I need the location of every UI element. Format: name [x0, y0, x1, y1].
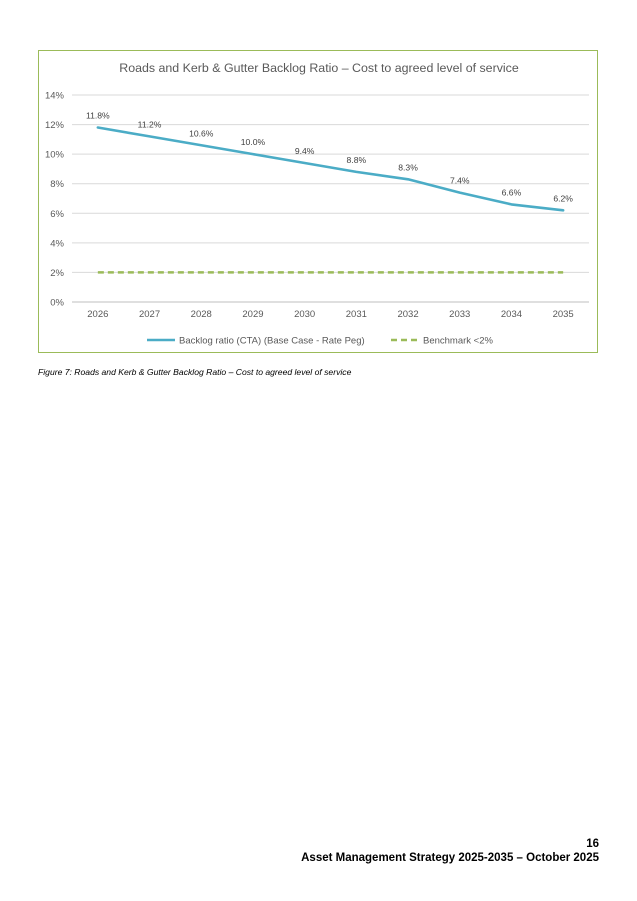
y-tick-label: 12%: [45, 120, 65, 131]
figure-caption: Figure 7: Roads and Kerb & Gutter Backlo…: [38, 367, 352, 377]
y-tick-label: 6%: [50, 209, 64, 220]
data-label: 8.8%: [347, 155, 367, 165]
x-tick-label: 2033: [449, 309, 470, 320]
x-tick-label: 2034: [501, 309, 522, 320]
y-tick-label: 2%: [50, 268, 64, 279]
x-tick-label: 2027: [139, 309, 160, 320]
data-label: 10.6%: [189, 128, 214, 138]
x-tick-label: 2029: [242, 309, 263, 320]
data-label: 10.0%: [241, 137, 266, 147]
chart-svg: Roads and Kerb & Gutter Backlog Ratio – …: [45, 61, 589, 347]
chart-container: Roads and Kerb & Gutter Backlog Ratio – …: [38, 50, 598, 353]
data-label: 6.2%: [553, 193, 573, 203]
y-tick-label: 0%: [50, 298, 64, 309]
x-tick-label: 2026: [87, 309, 108, 320]
x-tick-label: 2028: [191, 309, 212, 320]
y-tick-label: 8%: [50, 179, 64, 190]
data-label: 8.3%: [398, 162, 418, 172]
page-number: 16: [586, 838, 599, 850]
legend-label-backlog: Backlog ratio (CTA) (Base Case - Rate Pe…: [179, 336, 365, 347]
data-label: 6.6%: [502, 187, 522, 197]
y-tick-label: 10%: [45, 150, 65, 161]
data-label: 11.2%: [138, 119, 162, 129]
y-tick-label: 4%: [50, 238, 64, 249]
footer-document-title: Asset Management Strategy 2025-2035 – Oc…: [301, 852, 599, 864]
legend-label-benchmark: Benchmark <2%: [423, 336, 494, 347]
x-tick-label: 2035: [553, 309, 574, 320]
data-label: 9.4%: [295, 146, 315, 156]
data-label: 11.8%: [86, 111, 110, 121]
x-tick-label: 2030: [294, 309, 315, 320]
y-tick-label: 14%: [45, 91, 65, 102]
data-label: 7.4%: [450, 176, 470, 186]
chart-title: Roads and Kerb & Gutter Backlog Ratio – …: [119, 61, 519, 75]
x-tick-label: 2032: [397, 309, 418, 320]
backlog-ratio-line: [96, 126, 565, 212]
x-tick-label: 2031: [346, 309, 367, 320]
